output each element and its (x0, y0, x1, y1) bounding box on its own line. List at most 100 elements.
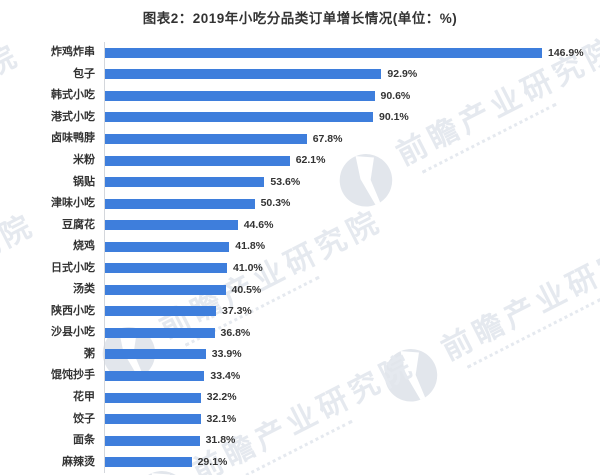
bar-row: 包子 92.9% (0, 63, 600, 86)
bar (105, 435, 200, 446)
bar (105, 198, 255, 209)
category-label: 港式小吃 (51, 110, 95, 123)
category-label: 包子 (73, 67, 95, 80)
bar-track: 32.2% (104, 386, 600, 409)
value-label: 90.6% (380, 89, 411, 102)
bar-row: 面条 31.8% (0, 429, 600, 452)
value-label: 44.6% (243, 218, 274, 231)
value-label: 50.3% (260, 197, 291, 210)
category-label: 馄饨抄手 (51, 369, 95, 382)
value-label: 36.8% (220, 326, 251, 339)
bar-row: 港式小吃 90.1% (0, 106, 600, 129)
value-label: 37.3% (222, 305, 252, 318)
value-label: 32.2% (206, 391, 237, 404)
category-label: 饺子 (73, 412, 95, 425)
bar-track: 67.8% (104, 128, 600, 150)
category-label: 津味小吃 (51, 197, 95, 210)
category-label: 麻辣烫 (62, 455, 95, 468)
bar (105, 457, 192, 468)
bar-row: 米粉 62.1% (0, 149, 600, 172)
bar (105, 112, 373, 123)
bar-track: 41.0% (104, 257, 600, 280)
bar-track: 29.1% (104, 451, 600, 473)
bar (105, 306, 216, 317)
bar-track: 36.8% (104, 322, 600, 344)
bar-track: 62.1% (104, 149, 600, 172)
chart-title: 图表2：2019年小吃分品类订单增长情况(单位：%) (142, 11, 458, 26)
category-label: 陕西小吃 (51, 304, 95, 317)
bar-row: 韩式小吃 90.6% (0, 85, 600, 107)
bar-track: 53.6% (104, 171, 600, 193)
bar-row: 沙县小吃 36.8% (0, 322, 600, 344)
category-label: 粥 (84, 347, 95, 360)
category-label: 韩式小吃 (51, 89, 95, 102)
value-label: 92.9% (387, 68, 418, 81)
bar-row: 烧鸡 41.8% (0, 235, 600, 258)
bar-chart: 炸鸡炸串 146.9% 包子 92.9% 韩式小吃 90.6% 港式小吃 90.1% 卤味鸭脖 6… (0, 42, 600, 473)
category-label: 锅贴 (73, 175, 95, 188)
bar-row: 汤类 40.5% (0, 279, 600, 301)
category-label: 花甲 (73, 391, 95, 404)
bar-row: 卤味鸭脖 67.8% (0, 128, 600, 150)
value-label: 29.1% (197, 455, 228, 468)
bar (105, 349, 206, 360)
bar (105, 90, 375, 101)
value-label: 32.1% (206, 412, 237, 425)
bar-track: 37.3% (104, 300, 600, 323)
bar-track: 146.9% (104, 42, 600, 64)
bar-row: 陕西小吃 37.3% (0, 300, 600, 323)
bar (105, 370, 205, 381)
bar (105, 241, 230, 252)
bar-row: 花甲 32.2% (0, 386, 600, 409)
bar (105, 133, 307, 144)
bar-track: 90.1% (104, 106, 600, 129)
bar-track: 50.3% (104, 192, 600, 215)
bar-track: 31.8% (104, 429, 600, 452)
bar (105, 263, 227, 274)
bar (105, 414, 201, 425)
bar-track: 41.8% (104, 235, 600, 258)
bar-row: 炸鸡炸串 146.9% (0, 42, 600, 64)
value-label: 40.5% (231, 283, 262, 296)
value-label: 90.1% (379, 111, 409, 124)
value-label: 41.0% (233, 261, 263, 274)
bar-row: 豆腐花 44.6% (0, 214, 600, 236)
bar-track: 92.9% (104, 63, 600, 86)
category-label: 炸鸡炸串 (51, 46, 95, 59)
category-label: 沙县小吃 (51, 326, 95, 339)
category-label: 汤类 (73, 283, 95, 296)
bar (105, 327, 215, 338)
bar-track: 44.6% (104, 214, 600, 236)
bar-track: 32.1% (104, 408, 600, 430)
category-label: 日式小吃 (51, 261, 95, 274)
value-label: 41.8% (235, 240, 266, 253)
bar (105, 284, 226, 295)
bar-row: 日式小吃 41.0% (0, 257, 600, 280)
bar-row: 津味小吃 50.3% (0, 192, 600, 215)
bar (105, 392, 201, 403)
bar (105, 155, 290, 166)
bar-track: 33.9% (104, 343, 600, 366)
bar-row: 馄饨抄手 33.4% (0, 365, 600, 387)
bar-track: 33.4% (104, 365, 600, 387)
category-label: 卤味鸭脖 (51, 132, 95, 145)
value-label: 67.8% (312, 132, 343, 145)
value-label: 62.1% (295, 154, 326, 167)
value-label: 33.9% (211, 348, 242, 361)
value-label: 53.6% (270, 175, 301, 188)
value-label: 33.4% (210, 369, 241, 382)
bar (105, 220, 238, 231)
bar (105, 69, 382, 80)
category-label: 面条 (73, 434, 95, 447)
value-label: 146.9% (548, 46, 584, 59)
bar (105, 177, 265, 188)
bar-track: 90.6% (104, 85, 600, 107)
bar-row: 锅贴 53.6% (0, 171, 600, 193)
value-label: 31.8% (205, 434, 236, 447)
bar-track: 40.5% (104, 279, 600, 301)
category-label: 豆腐花 (62, 218, 95, 231)
bar-row: 饺子 32.1% (0, 408, 600, 430)
category-label: 烧鸡 (73, 240, 95, 253)
category-label: 米粉 (73, 154, 95, 166)
